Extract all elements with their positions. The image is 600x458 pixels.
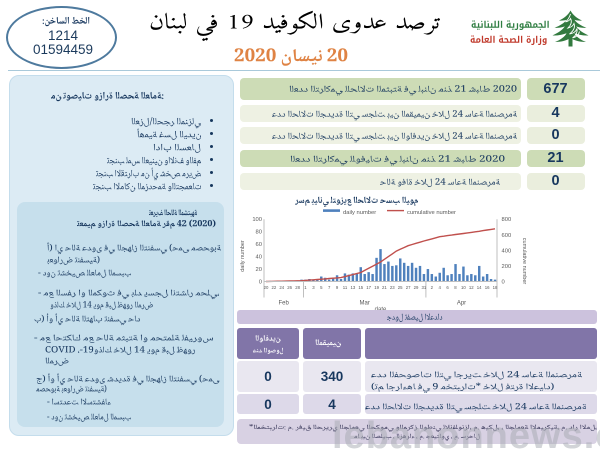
svg-text:31: 31 [422,285,427,290]
svg-text:800: 800 [502,217,512,223]
svg-text:2: 2 [431,285,434,290]
svg-text:28: 28 [295,285,300,290]
svg-text:23: 23 [390,285,395,290]
svg-text:daily number: daily number [240,240,246,272]
svg-text:daily number: daily number [343,210,376,216]
svg-text:80: 80 [256,230,262,236]
svg-text:18: 18 [493,285,498,290]
svg-text:11: 11 [343,285,348,290]
svg-text:10: 10 [461,285,466,290]
svg-text:cumulative number: cumulative number [521,238,527,285]
svg-text:16: 16 [485,285,490,290]
svg-text:200: 200 [502,264,512,270]
svg-text:19: 19 [374,285,379,290]
svg-text:3: 3 [312,285,315,290]
svg-text:600: 600 [502,233,512,239]
svg-text:0: 0 [502,280,505,286]
svg-text:22: 22 [272,285,277,290]
svg-text:60: 60 [256,242,262,248]
svg-text:20: 20 [256,267,262,273]
svg-text:4: 4 [439,285,442,290]
svg-text:27: 27 [406,285,411,290]
svg-text:5: 5 [320,285,323,290]
svg-text:Feb: Feb [279,301,290,307]
svg-text:Mar: Mar [360,301,370,307]
svg-text:20: 20 [264,285,269,290]
svg-text:1: 1 [304,285,307,290]
svg-text:25: 25 [398,285,403,290]
svg-text:100: 100 [252,217,262,223]
svg-text:14: 14 [477,285,482,290]
svg-text:21: 21 [382,285,387,290]
svg-text:7: 7 [328,285,331,290]
svg-text:8: 8 [454,285,457,290]
svg-text:Apr: Apr [457,301,466,307]
svg-text:24: 24 [279,285,284,290]
svg-text:6: 6 [446,285,449,290]
svg-text:9: 9 [336,285,339,290]
svg-text:13: 13 [351,285,356,290]
svg-text:17: 17 [366,285,371,290]
svg-text:12: 12 [469,285,474,290]
svg-text:26: 26 [287,285,292,290]
svg-text:15: 15 [358,285,363,290]
svg-text:29: 29 [414,285,419,290]
svg-text:0: 0 [259,280,262,286]
svg-text:cumulative number: cumulative number [407,210,456,216]
svg-text:40: 40 [256,255,262,261]
svg-text:400: 400 [502,248,512,254]
